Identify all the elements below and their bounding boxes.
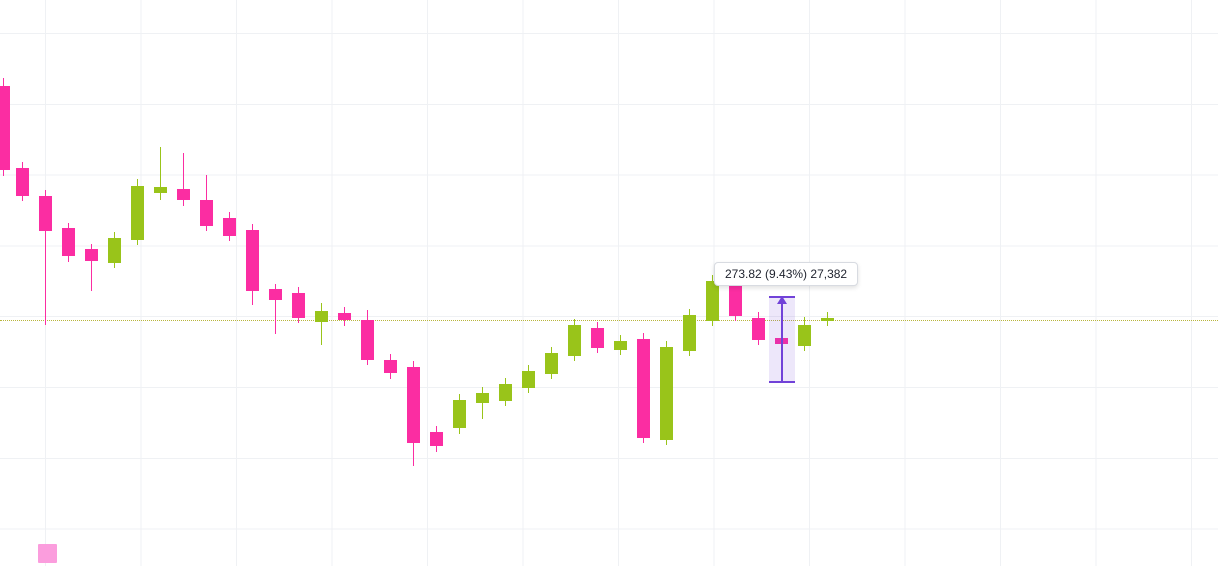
- candle-body: [222, 218, 236, 236]
- candle-wick: [44, 190, 46, 325]
- candle-body: [521, 371, 535, 388]
- candle-wick: [320, 303, 322, 345]
- candle-body: [383, 360, 397, 373]
- candle-body: [268, 289, 282, 300]
- candle-body: [38, 196, 52, 231]
- candle-body: [590, 328, 604, 348]
- candle-body: [61, 228, 75, 256]
- candle-body: [245, 230, 259, 291]
- candle-body: [682, 315, 696, 351]
- candle-body: [705, 281, 719, 321]
- candle-body: [751, 318, 765, 340]
- price-line: [0, 320, 1218, 321]
- candle-body: [452, 400, 466, 428]
- candle-body: [130, 186, 144, 240]
- candle-body: [820, 318, 834, 321]
- candle-body: [199, 200, 213, 226]
- candle-body: [797, 325, 811, 346]
- measure-arrow-line: [781, 303, 783, 383]
- candle-body: [176, 189, 190, 200]
- candle-body: [360, 320, 374, 360]
- candle-body: [107, 238, 121, 263]
- candle-body: [153, 187, 167, 193]
- candle-body: [728, 286, 742, 316]
- candle-wick: [159, 147, 161, 200]
- candle-body: [314, 311, 328, 322]
- candle-body: [659, 347, 673, 440]
- candle-body: [291, 293, 305, 318]
- candle-body: [337, 313, 351, 320]
- candle-body: [544, 353, 558, 374]
- measure-tooltip: 273.82 (9.43%) 27,382: [714, 262, 859, 286]
- pink-square-marker[interactable]: [38, 544, 57, 563]
- candle-body: [406, 367, 420, 443]
- candle-body: [613, 341, 627, 350]
- candle-body: [567, 325, 581, 356]
- measure-tooltip-text: 273.82 (9.43%) 27,382: [725, 267, 848, 281]
- candle-body: [498, 384, 512, 401]
- candle-body: [429, 432, 443, 446]
- candle-body: [475, 393, 489, 403]
- candle-body: [84, 249, 98, 261]
- candle-body: [0, 86, 10, 170]
- measure-arrow-head-icon: [777, 296, 787, 304]
- price-range-tool[interactable]: [769, 296, 795, 383]
- candle-body: [636, 339, 650, 438]
- candle-body: [15, 168, 29, 196]
- candle-wick: [274, 284, 276, 334]
- candle-wick: [182, 153, 184, 206]
- candle-wick: [481, 387, 483, 419]
- candle-wick: [90, 244, 92, 291]
